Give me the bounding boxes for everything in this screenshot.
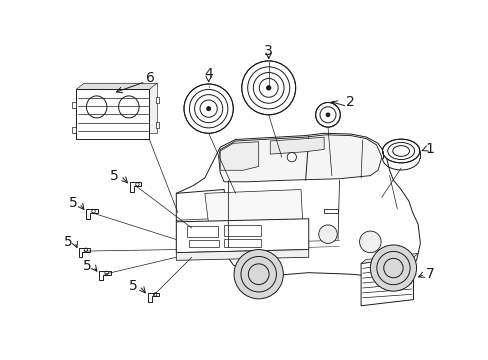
Circle shape xyxy=(318,225,337,243)
Polygon shape xyxy=(176,249,308,260)
Polygon shape xyxy=(99,271,110,280)
Bar xyxy=(155,122,159,129)
Bar xyxy=(224,225,261,237)
Circle shape xyxy=(266,86,270,90)
Polygon shape xyxy=(218,135,381,182)
Polygon shape xyxy=(360,257,413,306)
Text: 5: 5 xyxy=(64,235,73,249)
Polygon shape xyxy=(147,293,159,302)
Text: 5: 5 xyxy=(128,279,137,293)
Ellipse shape xyxy=(382,139,419,163)
Polygon shape xyxy=(204,189,302,224)
Polygon shape xyxy=(270,137,324,154)
Polygon shape xyxy=(360,253,417,264)
Text: 5: 5 xyxy=(110,168,119,183)
Text: 3: 3 xyxy=(264,44,272,58)
Polygon shape xyxy=(176,133,420,276)
Circle shape xyxy=(183,84,233,133)
Circle shape xyxy=(286,153,296,162)
Polygon shape xyxy=(130,183,141,192)
Bar xyxy=(155,97,159,103)
Text: 5: 5 xyxy=(69,196,77,210)
Polygon shape xyxy=(76,89,149,139)
Polygon shape xyxy=(220,142,258,170)
Bar xyxy=(189,239,218,247)
Bar xyxy=(324,209,337,213)
Circle shape xyxy=(359,231,380,253)
Polygon shape xyxy=(84,83,157,133)
Bar xyxy=(224,239,261,247)
Bar xyxy=(187,226,218,237)
Text: 4: 4 xyxy=(204,67,213,81)
Polygon shape xyxy=(176,219,308,253)
Polygon shape xyxy=(79,248,90,257)
Text: 1: 1 xyxy=(425,143,434,157)
Polygon shape xyxy=(76,83,157,89)
Text: 2: 2 xyxy=(345,95,354,109)
Circle shape xyxy=(325,113,329,117)
Text: 6: 6 xyxy=(146,71,155,85)
Bar xyxy=(72,102,76,108)
Polygon shape xyxy=(86,210,97,219)
Circle shape xyxy=(369,245,416,291)
Circle shape xyxy=(234,249,283,299)
Bar xyxy=(72,127,76,133)
Text: 7: 7 xyxy=(425,267,434,281)
Circle shape xyxy=(315,103,340,127)
Circle shape xyxy=(206,107,210,111)
Text: 5: 5 xyxy=(82,260,91,274)
Circle shape xyxy=(241,61,295,115)
